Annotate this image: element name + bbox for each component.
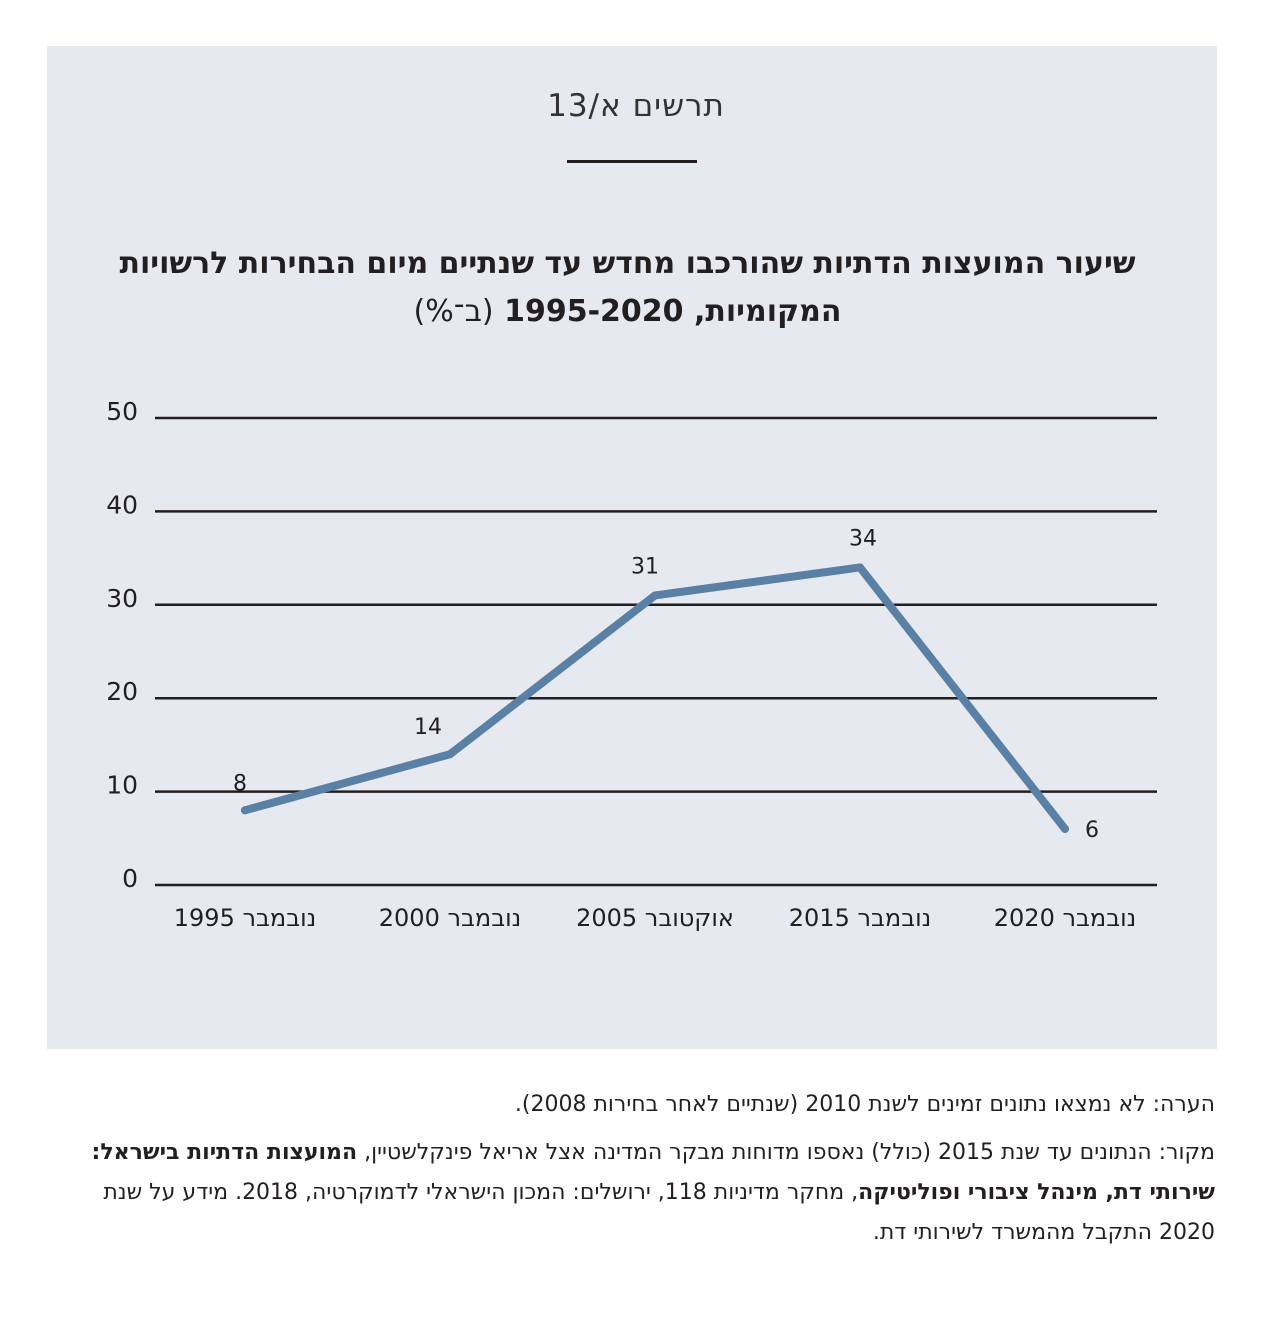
data-label: 31 — [631, 554, 659, 579]
chart-title-main: שיעור המועצות הדתיות שהורכבו מחדש עד שנת… — [119, 246, 1136, 329]
source-bold-title: המועצות הדתיות בישראל: שירותי דת, מינהל … — [91, 1140, 1215, 1205]
data-label: 6 — [1085, 818, 1099, 843]
source-text: מקור: הנתונים עד שנת 2015 (כולל) נאספו מ… — [60, 1133, 1215, 1253]
x-tick-label: נובמבר 2000 — [379, 904, 521, 932]
data-point — [856, 563, 864, 572]
data-point — [446, 750, 454, 759]
notes: הערה: לא נמצאו נתונים זמינים לשנת 2010 (… — [60, 1085, 1215, 1261]
x-tick-label: נובמבר 2020 — [994, 904, 1136, 932]
figure-label: תרשים א/13 — [547, 88, 725, 124]
y-tick-label: 40 — [106, 490, 138, 519]
chart-title: שיעור המועצות הדתיות שהורכבו מחדש עד שנת… — [80, 240, 1175, 336]
x-tick-label: נובמבר 2015 — [789, 904, 931, 932]
source-prefix: מקור: הנתונים עד שנת 2015 (כולל) נאספו מ… — [364, 1140, 1215, 1165]
y-tick-label: 20 — [106, 677, 138, 706]
data-label: 14 — [414, 715, 442, 740]
y-tick-label: 0 — [122, 864, 138, 893]
data-point — [1061, 824, 1069, 833]
data-point — [651, 591, 659, 600]
note-text: הערה: לא נמצאו נתונים זמינים לשנת 2010 (… — [514, 1092, 1215, 1117]
chart-title-unit: (ב־%) — [413, 294, 494, 329]
source-suffix: , מחקר מדיניות 118, ירושלים: המכון הישרא… — [103, 1180, 1215, 1245]
y-tick-label: 10 — [106, 771, 138, 800]
x-tick-label: אוקטובר 2005 — [576, 904, 734, 932]
data-point — [241, 806, 249, 815]
data-label: 34 — [849, 526, 877, 551]
data-label: 8 — [233, 771, 247, 796]
x-tick-label: נובמבר 1995 — [174, 904, 316, 932]
chart-panel — [47, 46, 1217, 1049]
y-tick-label: 50 — [106, 397, 138, 426]
y-tick-label: 30 — [106, 584, 138, 613]
figure-label-underline — [567, 160, 697, 163]
